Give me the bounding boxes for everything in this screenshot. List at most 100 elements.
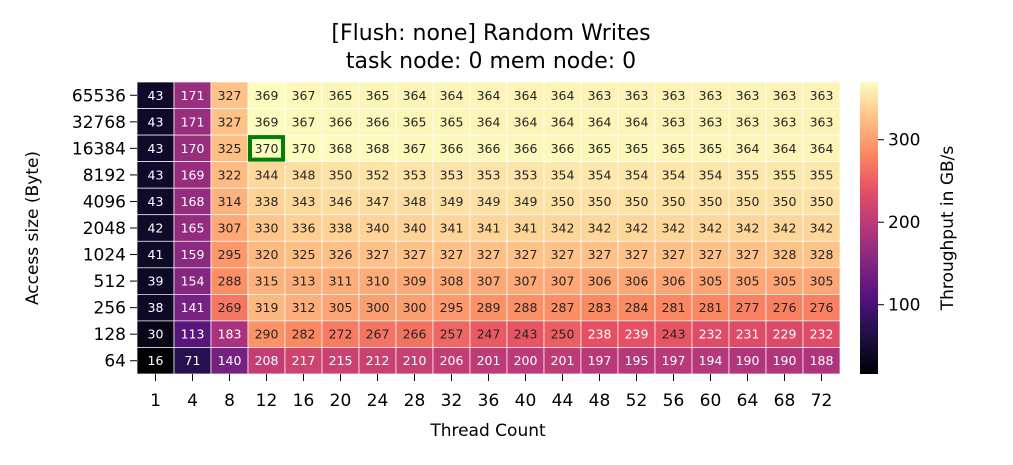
cell-value-label: 370: [255, 141, 279, 156]
heatmap-cell: [321, 347, 360, 375]
cell-value-label: 309: [403, 274, 427, 289]
cell-value-label: 346: [329, 194, 353, 209]
cell-value-label: 141: [181, 300, 205, 315]
cell-value-label: 305: [810, 274, 834, 289]
heatmap-cell: [802, 214, 841, 242]
heatmap-cell: [691, 347, 730, 375]
heatmap-cell: [210, 294, 249, 322]
cell-value-label: 215: [329, 353, 353, 368]
cell-value-label: 366: [477, 141, 501, 156]
heatmap-cell: [469, 240, 508, 269]
cell-value-label: 315: [255, 274, 279, 289]
x-tick-label: 68: [774, 391, 796, 411]
cell-value-label: 201: [551, 353, 575, 368]
x-axis-label: Thread Count: [429, 421, 546, 441]
cell-value-label: 350: [699, 194, 723, 209]
heatmap-cell: [617, 294, 656, 322]
cell-value-label: 364: [588, 114, 612, 129]
heatmap-cell: [543, 240, 582, 269]
heatmap-cell: [765, 240, 804, 269]
cell-value-label: 327: [588, 247, 612, 262]
x-tick-label: 48: [589, 391, 611, 411]
cell-value-label: 159: [181, 247, 205, 262]
heatmap-cell: [654, 214, 693, 242]
heatmap-cell: [802, 161, 841, 189]
cell-value-label: 217: [292, 353, 316, 368]
heatmap-cell: [358, 320, 397, 348]
y-tick-label: 1024: [83, 246, 126, 266]
cell-value-label: 330: [255, 221, 279, 236]
cell-value-label: 350: [329, 167, 353, 182]
heatmap-cell: [617, 240, 656, 269]
heatmap-cell: [395, 320, 434, 348]
heatmap-cell: [506, 161, 545, 189]
heatmap-cell: [358, 161, 397, 189]
cell-value-label: 165: [181, 221, 205, 236]
cell-value-label: 276: [810, 300, 834, 315]
cell-value-label: 363: [588, 88, 612, 103]
cell-value-label: 353: [514, 167, 538, 182]
heatmap-cell: [173, 267, 212, 295]
heatmap-cell: [395, 134, 434, 162]
heatmap-cell: [691, 267, 730, 295]
cell-value-label: 282: [292, 327, 316, 342]
cell-value-label: 365: [588, 141, 612, 156]
cell-value-label: 352: [366, 167, 390, 182]
cell-value-label: 355: [773, 167, 797, 182]
heatmap-cell: [543, 187, 582, 216]
cell-value-label: 154: [181, 274, 205, 289]
cell-value-label: 363: [810, 114, 834, 129]
cell-value-label: 366: [551, 141, 575, 156]
cell-value-label: 307: [477, 274, 501, 289]
cell-value-label: 342: [625, 221, 649, 236]
cell-value-label: 300: [366, 300, 390, 315]
cell-value-label: 327: [218, 88, 242, 103]
cell-value-label: 310: [366, 274, 390, 289]
heatmap-cell: [321, 187, 360, 216]
cell-value-label: 283: [588, 300, 612, 315]
cell-value-label: 306: [625, 274, 649, 289]
cell-value-label: 355: [736, 167, 760, 182]
cell-value-label: 305: [699, 274, 723, 289]
cell-value-label: 239: [625, 327, 649, 342]
cell-value-label: 342: [736, 221, 760, 236]
heatmap-cell: [432, 294, 471, 322]
cell-value-label: 338: [255, 194, 279, 209]
cell-value-label: 327: [662, 247, 686, 262]
cell-value-label: 341: [477, 221, 501, 236]
cell-value-label: 341: [440, 221, 464, 236]
cell-value-label: 305: [329, 300, 353, 315]
heatmap-cell: [247, 240, 286, 269]
x-tick-label: 4: [187, 391, 198, 411]
y-tick-label: 65536: [72, 86, 126, 106]
cell-value-label: 354: [662, 167, 686, 182]
heatmap-cell: [469, 320, 508, 348]
heatmap-cell: [543, 347, 582, 375]
cell-value-label: 363: [810, 88, 834, 103]
heatmap-cell: [580, 187, 619, 216]
heatmap-cell: [210, 187, 249, 216]
cell-value-label: 364: [440, 88, 464, 103]
heatmap-cell: [432, 134, 471, 162]
heatmap-cell: [136, 347, 175, 375]
highlight-box: [248, 135, 285, 162]
heatmap-cell: [802, 240, 841, 269]
cell-value-label: 364: [551, 88, 575, 103]
heatmap-cell: [469, 267, 508, 295]
heatmap-cell: [469, 214, 508, 242]
cell-value-label: 342: [810, 221, 834, 236]
heatmap-cell: [765, 108, 804, 136]
heatmap-cell: [691, 81, 730, 109]
heatmap-cell: [284, 187, 323, 216]
chart-title: [Flush: none] Random Writes: [331, 21, 650, 46]
heatmap-cell: [173, 134, 212, 162]
y-tick-label: 512: [94, 272, 126, 292]
cell-value-label: 169: [181, 167, 205, 182]
cell-value-label: 354: [588, 167, 612, 182]
cell-value-label: 366: [329, 114, 353, 129]
y-tick-label: 64: [104, 352, 126, 372]
cell-value-label: 313: [292, 274, 316, 289]
cell-value-label: 355: [810, 167, 834, 182]
heatmap-cell: [802, 347, 841, 375]
cell-value-label: 364: [477, 88, 501, 103]
